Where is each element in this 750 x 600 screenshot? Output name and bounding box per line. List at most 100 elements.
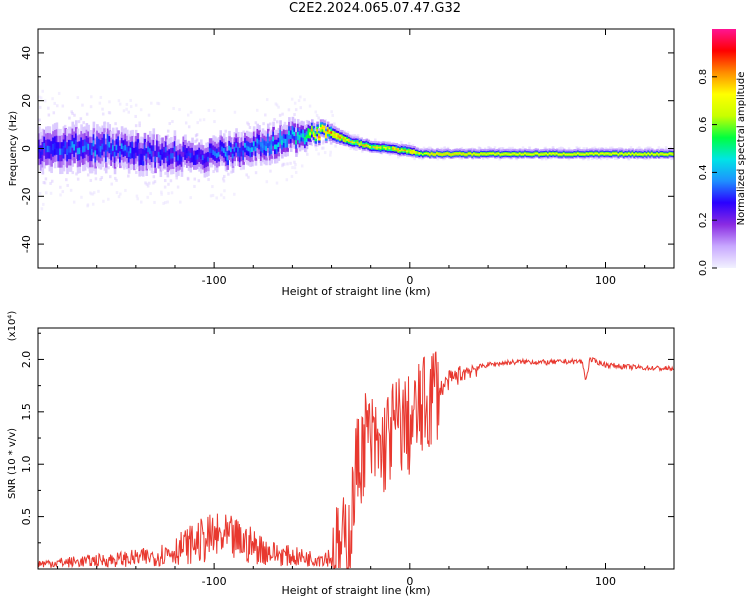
heatmap-cell <box>48 145 52 153</box>
heatmap-cell <box>90 160 94 168</box>
heatmap-cell <box>153 200 156 204</box>
heatmap-cell <box>319 124 323 128</box>
heatmap-cell <box>414 154 418 157</box>
heatmap-cell <box>393 149 397 152</box>
heatmap-cell <box>159 143 163 150</box>
heatmap-cell <box>541 150 545 153</box>
heatmap-cell <box>166 155 170 162</box>
heatmap-cell <box>668 154 672 157</box>
heatmap-cell <box>164 171 167 175</box>
heatmap-cell <box>282 137 286 143</box>
heatmap-cell <box>90 148 94 156</box>
heatmap-cell <box>583 153 587 156</box>
heatmap-cell <box>524 149 527 152</box>
heatmap-cell <box>432 153 436 156</box>
heatmap-cell <box>289 138 293 144</box>
heatmap-cell <box>43 155 46 163</box>
heatmap-cell <box>193 177 196 181</box>
heatmap-cell <box>81 103 84 107</box>
heatmap-cell <box>238 137 242 144</box>
heatmap-cell <box>73 156 76 164</box>
heatmap-x-tick-label: 0 <box>406 274 413 287</box>
heatmap-cell <box>237 132 240 138</box>
heatmap-cell <box>284 142 288 148</box>
heatmap-cell <box>245 159 249 165</box>
heatmap-cell <box>381 146 385 149</box>
heatmap-cell <box>370 150 374 153</box>
heatmap-cell <box>409 145 413 148</box>
heatmap-cell <box>465 152 469 155</box>
heatmap-cell <box>450 152 453 155</box>
heatmap-cell <box>300 144 304 150</box>
heatmap-cell <box>222 157 226 163</box>
snr-y-tick-label: 1.5 <box>20 403 33 421</box>
heatmap-cell <box>249 137 252 143</box>
heatmap-cell <box>406 151 409 154</box>
heatmap-cell <box>569 153 573 156</box>
heatmap-cell <box>517 156 520 159</box>
heatmap-cell <box>464 156 467 159</box>
heatmap-cell <box>110 131 113 138</box>
heatmap-cell <box>87 137 90 144</box>
heatmap-cell <box>635 152 638 155</box>
heatmap-cell <box>203 153 207 159</box>
heatmap-cell <box>43 136 46 143</box>
heatmap-cell <box>138 164 141 172</box>
heatmap-cell <box>353 146 356 149</box>
heatmap-cell <box>506 153 510 156</box>
heatmap-cell <box>583 156 587 159</box>
heatmap-cell <box>307 130 311 135</box>
heatmap-cell <box>411 153 414 156</box>
heatmap-cell <box>430 152 434 155</box>
heatmap-cell <box>399 152 402 155</box>
heatmap-cell <box>255 108 259 112</box>
heatmap-cell <box>245 140 249 146</box>
heatmap-cell <box>427 148 430 151</box>
heatmap-cell <box>545 148 548 151</box>
heatmap-cell <box>157 162 161 169</box>
heatmap-cell <box>177 154 180 161</box>
heatmap-cell <box>245 145 249 151</box>
heatmap-cell <box>594 153 598 156</box>
heatmap-cell <box>316 121 319 125</box>
heatmap-cell <box>233 192 236 196</box>
heatmap-cell <box>428 154 432 157</box>
heatmap-cell <box>656 150 659 153</box>
heatmap-cell <box>337 139 341 142</box>
heatmap-cell <box>525 153 529 156</box>
heatmap-cell <box>228 150 231 156</box>
heatmap-cell <box>310 122 314 126</box>
heatmap-cell <box>298 134 302 140</box>
heatmap-cell <box>453 154 457 157</box>
heatmap-cell <box>506 155 510 158</box>
heatmap-cell <box>293 118 296 124</box>
heatmap-cell <box>458 155 462 158</box>
heatmap-cell <box>562 153 566 156</box>
heatmap-cell <box>460 149 464 152</box>
heatmap-cell <box>122 162 126 169</box>
heatmap-cell <box>414 155 418 158</box>
heatmap-cell <box>460 146 464 150</box>
heatmap-cell <box>154 139 157 146</box>
heatmap-y-tick-label: 40 <box>20 46 33 60</box>
heatmap-cell <box>499 156 503 159</box>
heatmap-cell <box>73 143 76 151</box>
heatmap-cell <box>189 110 193 114</box>
heatmap-cell <box>325 130 328 134</box>
heatmap-cell <box>668 152 672 155</box>
heatmap-cell <box>393 147 397 150</box>
heatmap-cell <box>353 144 356 147</box>
heatmap-cell <box>372 148 376 152</box>
heatmap-cell <box>291 142 295 148</box>
heatmap-cell <box>106 127 110 135</box>
heatmap-cell <box>333 130 337 134</box>
heatmap-cell <box>601 154 605 157</box>
heatmap-cell <box>191 147 194 153</box>
heatmap-cell <box>650 148 654 151</box>
heatmap-cell <box>171 157 175 164</box>
heatmap-cell <box>508 155 511 158</box>
heatmap-cell <box>156 156 159 163</box>
heatmap-cell <box>610 149 613 152</box>
heatmap-cell <box>284 129 288 135</box>
heatmap-cell <box>418 148 422 151</box>
